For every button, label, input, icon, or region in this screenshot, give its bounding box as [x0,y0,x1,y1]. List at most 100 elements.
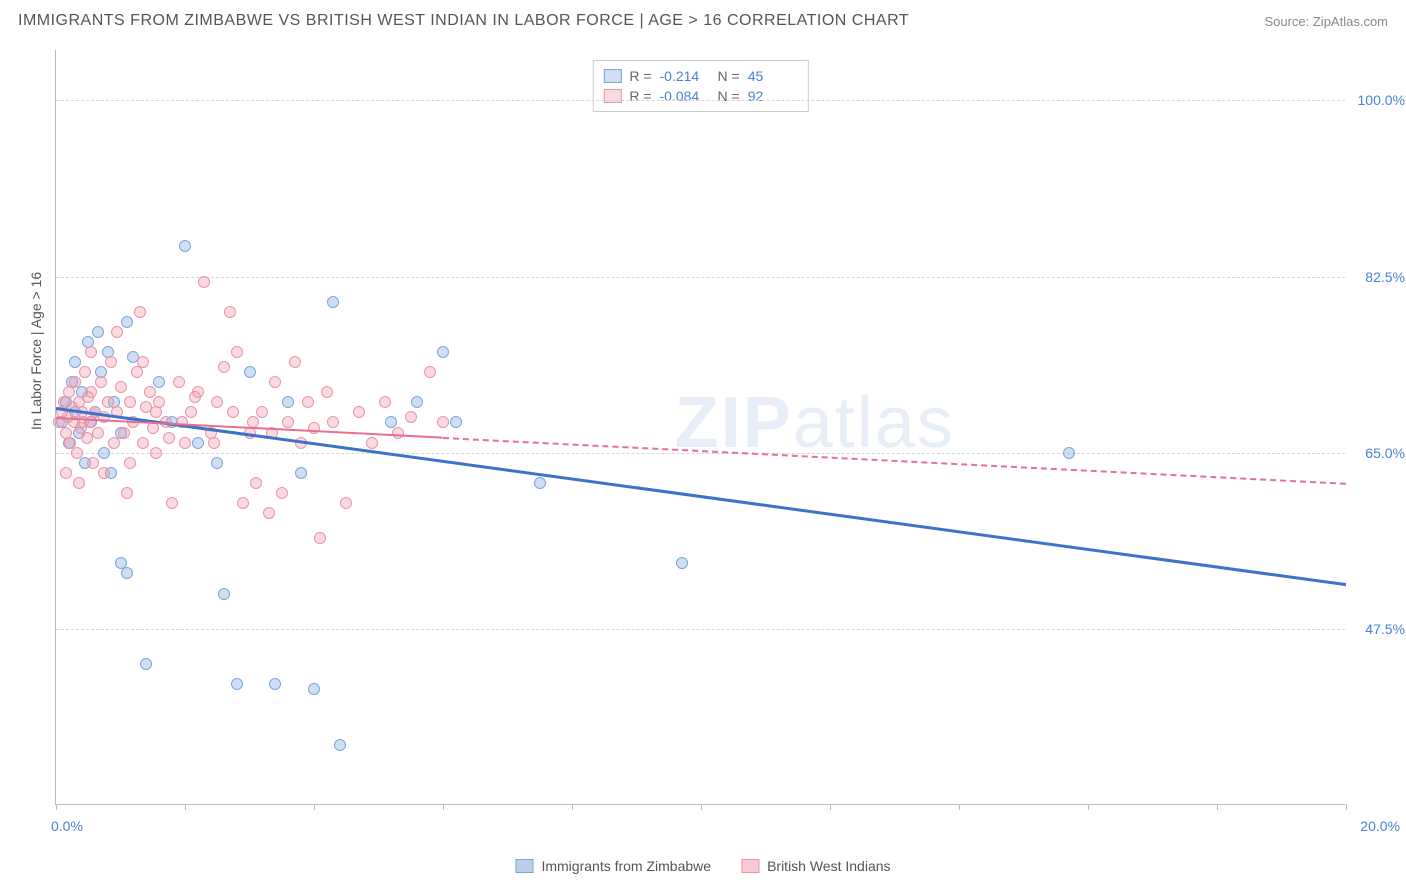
data-point [211,396,223,408]
data-point [85,346,97,358]
data-point [121,316,133,328]
data-point [379,396,391,408]
x-tick [56,804,57,810]
data-point [179,240,191,252]
x-tick [701,804,702,810]
data-point [166,497,178,509]
data-point [69,356,81,368]
y-tick-label: 100.0% [1358,92,1405,108]
y-tick-label: 82.5% [1365,269,1405,285]
data-point [60,467,72,479]
data-point [121,567,133,579]
data-point [71,447,83,459]
data-point [340,497,352,509]
data-point [334,739,346,751]
data-point [353,406,365,418]
data-point [98,467,110,479]
x-tick [314,804,315,810]
grid-line [56,277,1345,278]
data-point [118,427,130,439]
data-point [179,437,191,449]
data-point [302,396,314,408]
series-legend: Immigrants from ZimbabweBritish West Ind… [515,858,890,874]
data-point [224,306,236,318]
x-tick [1088,804,1089,810]
x-tick [185,804,186,810]
data-point [144,386,156,398]
data-point [85,386,97,398]
data-point [102,396,114,408]
data-point [137,356,149,368]
chart-title: IMMIGRANTS FROM ZIMBABWE VS BRITISH WEST… [18,12,909,30]
data-point [269,376,281,388]
data-point [69,376,81,388]
data-point [98,447,110,459]
data-point [424,366,436,378]
x-max-label: 20.0% [1360,818,1400,834]
data-point [111,326,123,338]
data-point [218,361,230,373]
data-point [282,396,294,408]
data-point [405,411,417,423]
data-point [198,276,210,288]
data-point [150,406,162,418]
legend-row: R =-0.084N =92 [603,86,797,106]
data-point [124,457,136,469]
data-point [189,391,201,403]
watermark-light: atlas [793,383,955,463]
data-point [437,346,449,358]
data-point [134,306,146,318]
x-tick [830,804,831,810]
x-tick [959,804,960,810]
data-point [105,356,117,368]
data-point [321,386,333,398]
data-point [366,437,378,449]
data-point [276,487,288,499]
data-point [124,396,136,408]
data-point [150,447,162,459]
data-point [256,406,268,418]
correlation-legend: R =-0.214N =45R =-0.084N =92 [592,60,808,112]
data-point [263,507,275,519]
data-point [237,497,249,509]
data-point [121,487,133,499]
y-tick-label: 65.0% [1365,445,1405,461]
data-point [63,386,75,398]
data-point [211,457,223,469]
data-point [231,678,243,690]
data-point [218,588,230,600]
y-axis-label: In Labor Force | Age > 16 [28,272,44,430]
plot-area: R =-0.214N =45R =-0.084N =92 ZIPatlas 47… [55,50,1345,805]
trend-line [56,407,1346,586]
data-point [140,658,152,670]
data-point [437,416,449,428]
data-point [327,416,339,428]
y-tick-label: 47.5% [1365,621,1405,637]
data-point [269,678,281,690]
data-point [1063,447,1075,459]
data-point [208,437,220,449]
data-point [92,326,104,338]
x-tick [572,804,573,810]
x-min-label: 0.0% [51,818,83,834]
data-point [411,396,423,408]
data-point [108,437,120,449]
data-point [250,477,262,489]
data-point [185,406,197,418]
data-point [534,477,546,489]
data-point [153,376,165,388]
data-point [282,416,294,428]
data-point [450,416,462,428]
x-tick [443,804,444,810]
data-point [87,457,99,469]
grid-line [56,453,1345,454]
data-point [314,532,326,544]
data-point [192,437,204,449]
x-tick [1217,804,1218,810]
legend-item: British West Indians [741,858,890,874]
legend-row: R =-0.214N =45 [603,66,797,86]
data-point [392,427,404,439]
data-point [244,366,256,378]
data-point [115,381,127,393]
data-point [295,467,307,479]
